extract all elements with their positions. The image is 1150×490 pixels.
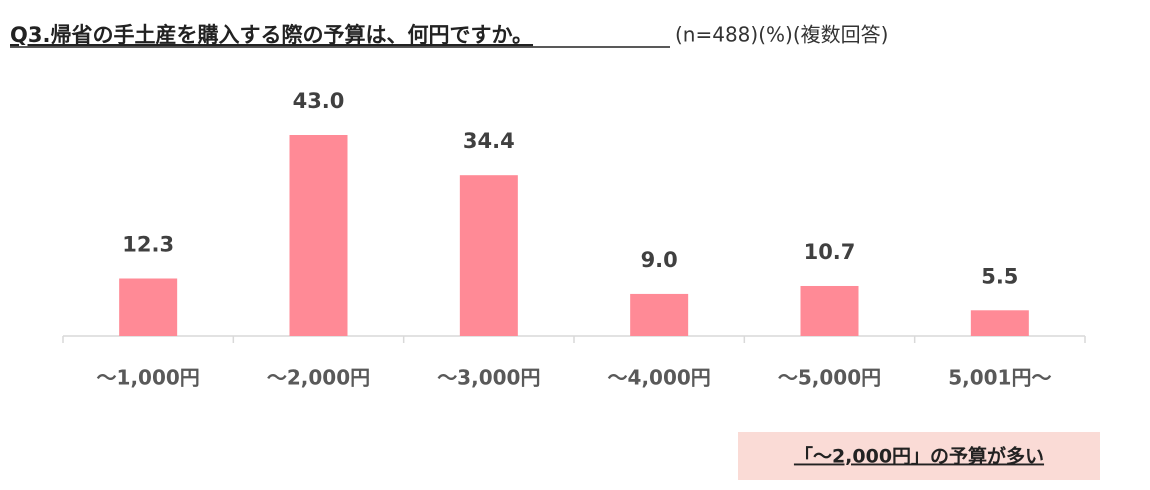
- bar: [630, 293, 689, 336]
- bar: [119, 278, 178, 336]
- value-label: 10.7: [804, 240, 856, 264]
- x-tick-label: ～2,000円: [267, 366, 370, 390]
- annotation-box: [738, 432, 1100, 480]
- bar: [800, 285, 859, 336]
- x-tick-label: ～3,000円: [437, 366, 540, 390]
- bar: [289, 135, 348, 336]
- value-label: 43.0: [293, 89, 345, 113]
- x-tick-label: ～4,000円: [608, 366, 711, 390]
- x-tick-label: ～1,000円: [97, 366, 200, 390]
- x-tick-label: 5,001円～: [948, 366, 1051, 390]
- annotation: 「～2,000円」の予算が多い: [794, 445, 1044, 468]
- x-tick-label: ～5,000円: [778, 366, 881, 390]
- value-label: 9.0: [641, 248, 678, 272]
- chart-title: Q3.帰省の手土産を購入する際の予算は、何円ですか。: [10, 23, 533, 47]
- chart-subtitle: (n=488)(%)(複数回答): [675, 23, 888, 47]
- bar: [459, 175, 518, 336]
- bar: [970, 310, 1029, 336]
- value-label: 34.4: [463, 129, 515, 153]
- value-label: 12.3: [122, 233, 174, 257]
- value-label: 5.5: [981, 264, 1018, 288]
